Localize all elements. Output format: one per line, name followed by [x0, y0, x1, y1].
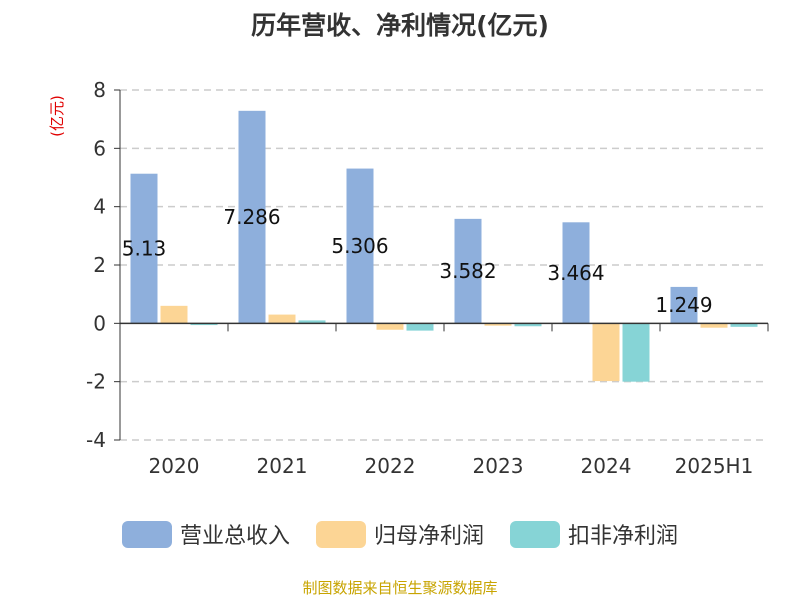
bar-营业总收入-2024: [562, 222, 590, 324]
y-tick-label: -2: [86, 370, 106, 394]
legend-label-revenue: 营业总收入: [179, 524, 290, 549]
bar-归母净利润-2023: [484, 323, 512, 326]
data-label-revenue: 7.286: [223, 205, 280, 229]
bar-扣非净利润-2022: [406, 323, 434, 331]
bar-营业总收入-2022: [346, 168, 374, 324]
x-tick-label: 2022: [365, 454, 416, 478]
bar-扣非净利润-2023: [514, 323, 542, 327]
legend-swatch-revenue: [121, 520, 172, 548]
data-label-revenue: 5.13: [122, 237, 167, 261]
legend-item-deducted-net-profit[interactable]: 扣非净利润: [510, 518, 678, 550]
data-label-revenue: 3.582: [439, 259, 496, 283]
x-tick-label: 2020: [149, 454, 200, 478]
y-tick-label: 0: [93, 311, 106, 335]
y-axis-label: (亿元): [48, 95, 66, 137]
x-tick-label: 2024: [581, 454, 632, 478]
legend-item-net-profit[interactable]: 归母净利润: [315, 518, 484, 550]
grid-lines: [120, 89, 768, 441]
legend: 营业总收入 归母净利润 扣非净利润: [0, 516, 800, 552]
y-tick-label: 8: [93, 78, 106, 102]
bar-归母净利润-2025H1: [700, 323, 728, 328]
legend-swatch-deducted-net-profit: [510, 520, 560, 548]
legend-item-revenue[interactable]: 营业总收入: [121, 518, 290, 550]
bar-营业总收入-2020: [130, 173, 158, 324]
x-tick-label: 2021: [257, 454, 308, 478]
y-tick-label: -4: [86, 428, 106, 452]
bar-营业总收入-2021: [238, 110, 266, 324]
y-tick-label: 4: [93, 195, 106, 219]
axes: -4 -2 0 2 4 6 8 2020 2021 2022 2023 2024 2025H1: [86, 78, 769, 478]
bars: [130, 110, 758, 382]
bar-归母净利润-2020: [160, 305, 188, 324]
bar-扣非净利润-2020: [190, 323, 218, 326]
legend-label-net-profit: 归母净利润: [373, 524, 484, 549]
y-tick-label: 2: [93, 253, 106, 277]
chart-title: 历年营收、净利情况(亿元): [251, 11, 549, 40]
data-label-revenue: 1.249: [655, 293, 712, 317]
bar-营业总收入-2025H1: [670, 286, 698, 324]
y-tick-label: 6: [93, 136, 106, 160]
x-tick-label: 2025H1: [675, 454, 754, 478]
legend-swatch-net-profit: [315, 520, 366, 548]
bar-归母净利润-2022: [376, 323, 404, 330]
bar-归母净利润-2024: [592, 323, 620, 382]
data-label-revenue: 3.464: [547, 261, 604, 285]
legend-label-deducted-net-profit: 扣非净利润: [568, 524, 679, 549]
data-label-revenue: 5.306: [331, 234, 388, 258]
data-labels: 5.13 7.286 5.306 3.582 3.464 1.249: [122, 205, 713, 317]
bar-归母净利润-2021: [268, 314, 296, 324]
bar-扣非净利润-2024: [622, 323, 650, 382]
data-source-note: 制图数据来自恒生聚源数据库: [302, 579, 498, 597]
bar-营业总收入-2023: [454, 218, 482, 324]
x-tick-label: 2023: [473, 454, 524, 478]
bar-扣非净利润-2021: [298, 320, 326, 324]
bar-扣非净利润-2025H1: [730, 323, 758, 327]
